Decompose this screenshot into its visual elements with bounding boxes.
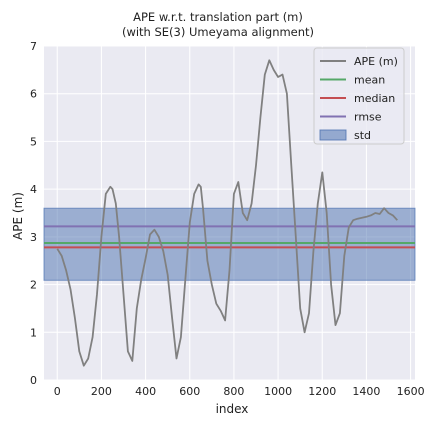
series-layer [56, 59, 398, 367]
x-tick-label: 800 [223, 385, 244, 398]
y-tick-label: 0 [30, 374, 37, 387]
y-axis-label: APE (m) [11, 192, 25, 240]
legend-label: rmse [354, 111, 382, 124]
y-tick-label: 7 [30, 40, 37, 53]
legend-label: mean [354, 74, 385, 87]
y-tick-label: 5 [30, 135, 37, 148]
chart-title-line-1: APE w.r.t. translation part (m) [133, 10, 303, 24]
y-tick-label: 2 [30, 279, 37, 292]
legend: APE (m) mean median rmse std [313, 47, 405, 145]
legend-swatch-std [319, 129, 347, 141]
x-tick-label: 1000 [264, 385, 292, 398]
x-tick-labels: 0 200 400 600 800 1000 1200 1400 1600 [54, 385, 425, 398]
x-tick-label: 1600 [397, 385, 425, 398]
x-tick-label: 200 [91, 385, 112, 398]
legend-label: median [354, 92, 395, 105]
ape-series-line [56, 59, 398, 367]
x-tick-label: 400 [135, 385, 156, 398]
y-tick-labels: 0 1 2 3 4 5 6 7 [30, 40, 37, 387]
x-tick-label: 1400 [352, 385, 380, 398]
x-tick-label: 1200 [308, 385, 336, 398]
y-tick-label: 1 [30, 326, 37, 339]
x-tick-label: 600 [179, 385, 200, 398]
legend-label: APE (m) [354, 55, 398, 68]
legend-label: std [354, 129, 371, 142]
chart-title-line-2: (with SE(3) Umeyama alignment) [122, 25, 314, 39]
stat-lines [44, 225, 415, 249]
x-tick-label: 0 [54, 385, 61, 398]
y-tick-label: 3 [30, 231, 37, 244]
legend-box [313, 47, 405, 145]
y-tick-label: 6 [30, 88, 37, 101]
y-tick-label: 4 [30, 183, 37, 196]
x-axis-label: index [216, 402, 249, 416]
